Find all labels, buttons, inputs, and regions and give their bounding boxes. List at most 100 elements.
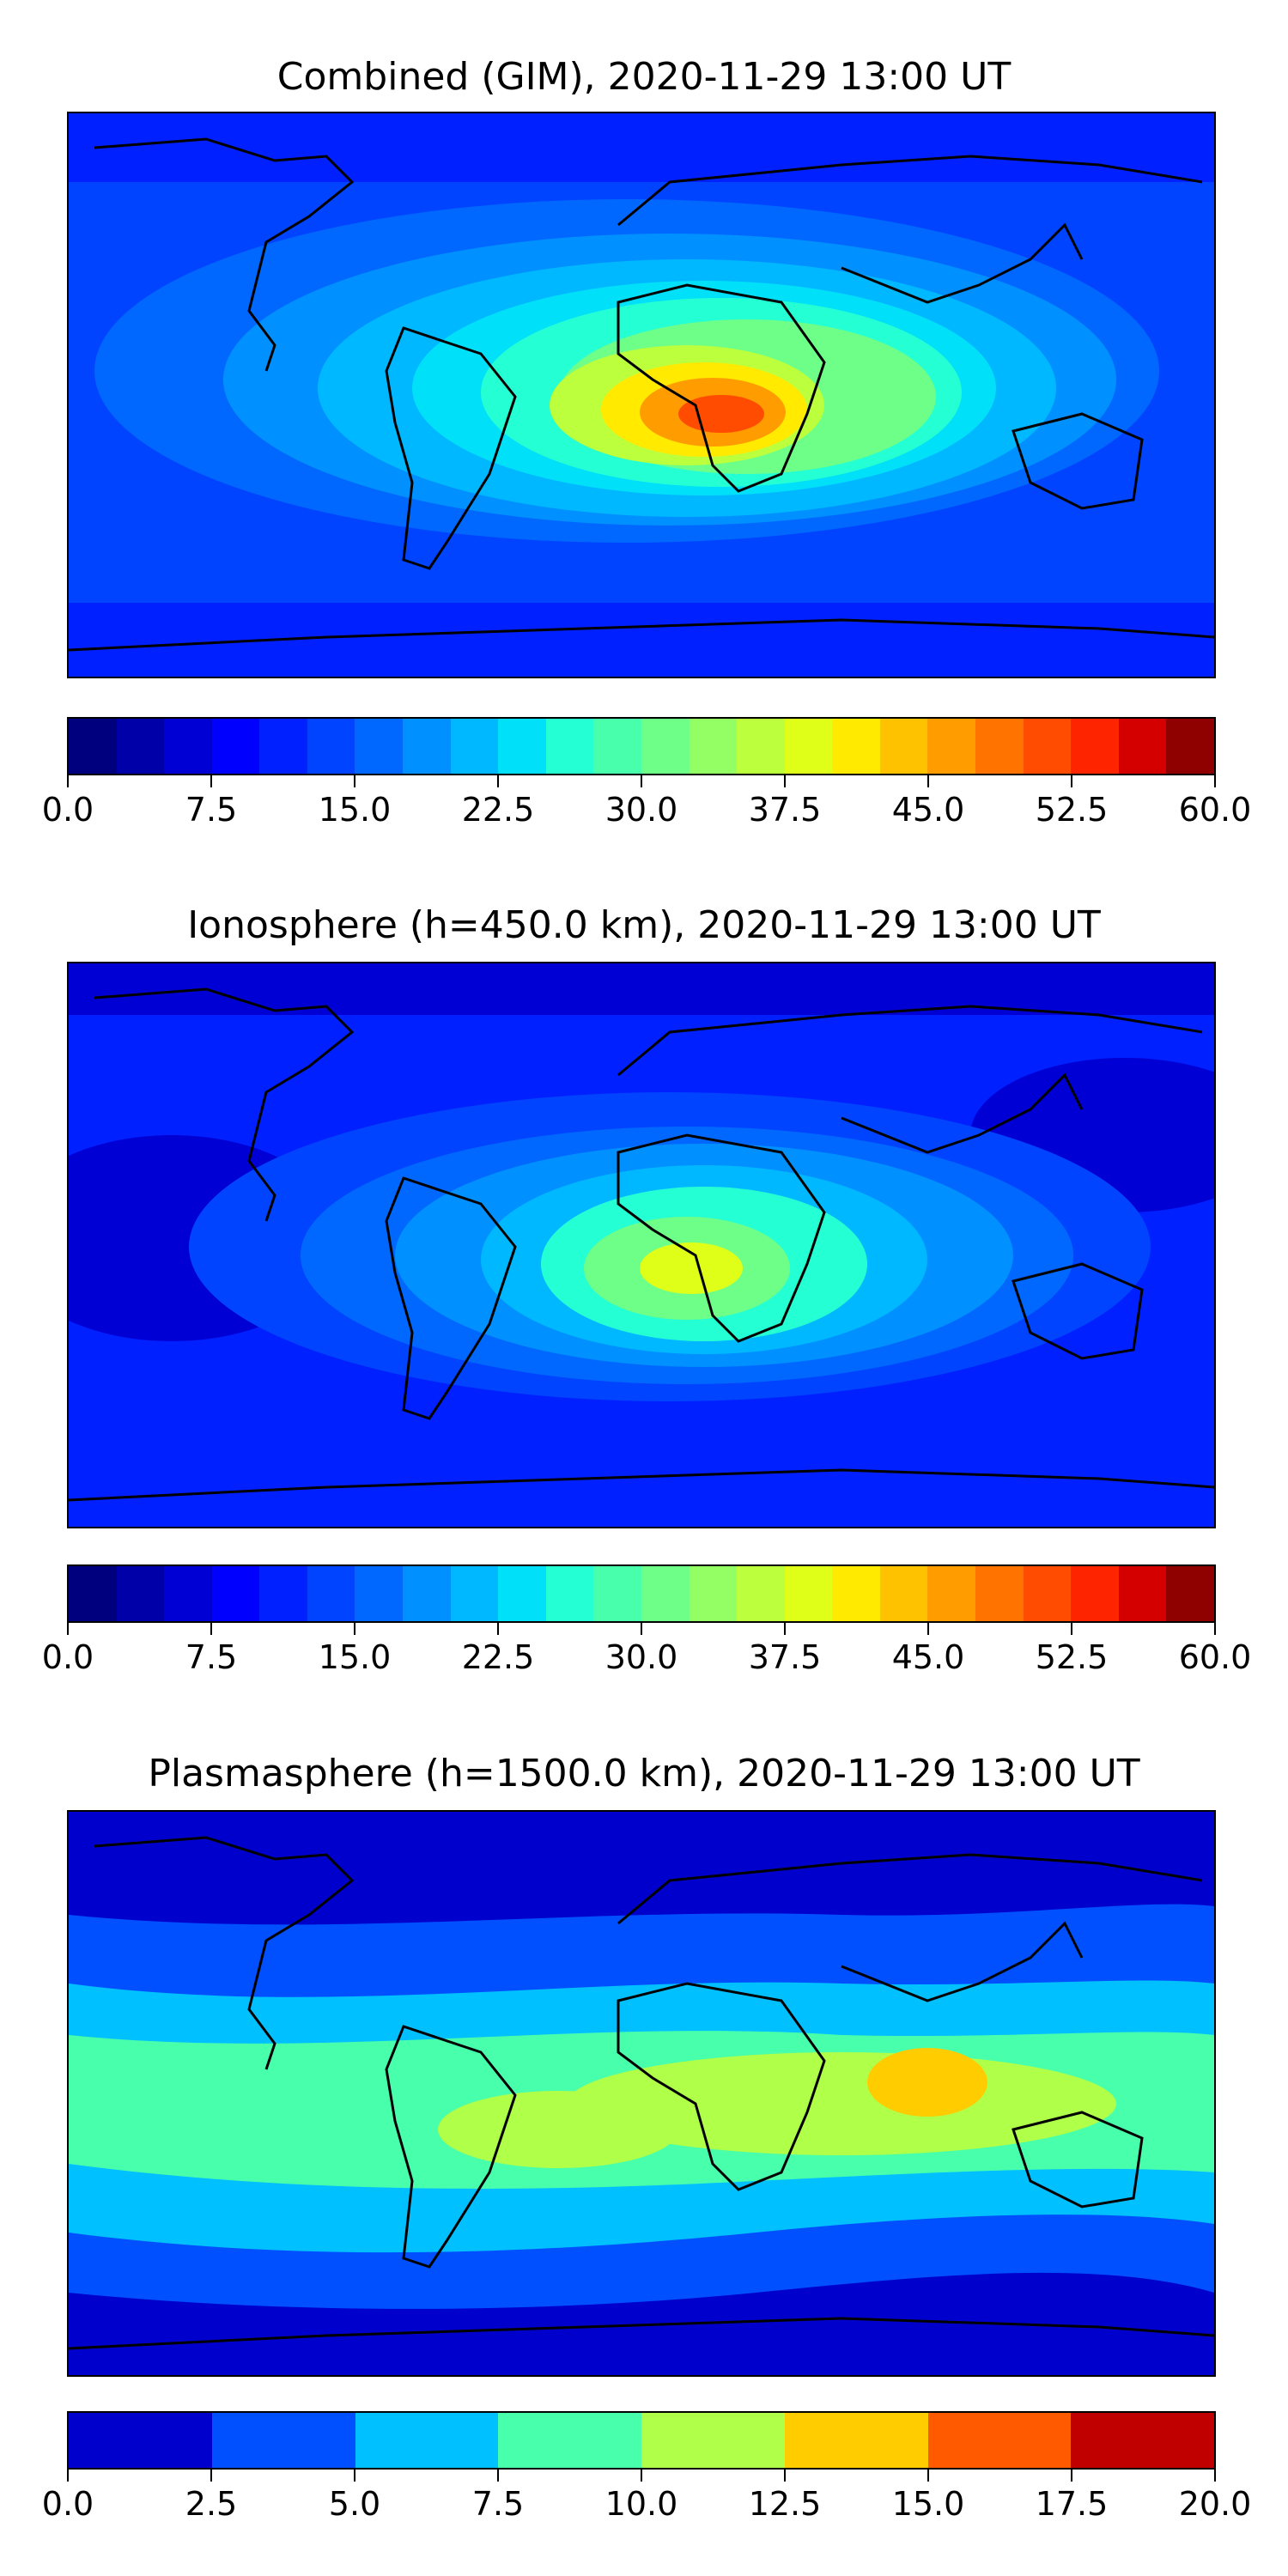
coastlines xyxy=(69,987,1214,1502)
colorbar-cell xyxy=(737,719,785,774)
colorbar-cell xyxy=(1071,719,1119,774)
colorbar-cell xyxy=(545,1566,594,1621)
colorbar-tick xyxy=(210,1623,212,1635)
colorbar-cell xyxy=(1023,719,1072,774)
colorbar-cell xyxy=(1118,1566,1167,1621)
colorbar-tick-label: 17.5 xyxy=(1035,2485,1109,2523)
colorbar-cell xyxy=(975,719,1024,774)
colorbar-cell xyxy=(1118,719,1167,774)
colorbar-tick-label: 10.0 xyxy=(605,2485,678,2523)
coastlines xyxy=(69,1836,1214,2350)
colorbar-tick-label: 30.0 xyxy=(605,791,678,829)
colorbar-tick xyxy=(784,1623,786,1635)
colorbar-cell xyxy=(689,1566,738,1621)
colorbar-tick-label: 60.0 xyxy=(1178,791,1252,829)
colorbar-tick xyxy=(641,1623,642,1635)
colorbar-cell xyxy=(164,719,212,774)
colorbar-cell xyxy=(545,719,594,774)
colorbar-tick xyxy=(927,775,929,787)
colorbar-tick-label: 45.0 xyxy=(891,1638,965,1676)
colorbar-cell xyxy=(1023,1566,1072,1621)
colorbar-cell xyxy=(403,1566,451,1621)
colorbar-cell xyxy=(1071,2413,1214,2468)
colorbar-cell xyxy=(784,719,833,774)
colorbar-cell xyxy=(355,1566,404,1621)
colorbar-tick xyxy=(497,775,499,787)
colorbar-cell xyxy=(927,2413,1072,2468)
colorbar-cell xyxy=(975,1566,1024,1621)
colorbar-cell xyxy=(1071,1566,1119,1621)
colorbar-cell xyxy=(498,2413,641,2468)
colorbar-tick-label: 0.0 xyxy=(41,1638,94,1676)
colorbar-tick xyxy=(210,775,212,787)
colorbar-cell xyxy=(784,1566,833,1621)
colorbar-tick xyxy=(497,2470,499,2482)
colorbar-cell xyxy=(879,1566,928,1621)
colorbar-tick xyxy=(210,2470,212,2482)
colorbar-tick-label: 20.0 xyxy=(1178,2485,1252,2523)
colorbar-cell xyxy=(927,719,975,774)
colorbar-cell xyxy=(737,1566,785,1621)
colorbar-cell xyxy=(641,1566,690,1621)
colorbar-cell xyxy=(832,1566,880,1621)
map-plasmasphere xyxy=(67,1810,1216,2377)
colorbar-tick-label: 37.5 xyxy=(748,791,822,829)
colorbar-cell xyxy=(641,2413,785,2468)
colorbar-tick xyxy=(1071,2470,1072,2482)
colorbar-tick xyxy=(67,775,69,787)
colorbar-cell xyxy=(211,719,260,774)
colorbar-cell xyxy=(211,1566,260,1621)
colorbar-tick xyxy=(927,2470,929,2482)
colorbar-cell xyxy=(593,719,641,774)
colorbar-tick-label: 37.5 xyxy=(748,1638,822,1676)
colorbar-tick-label: 5.0 xyxy=(328,2485,381,2523)
colorbar-tick-label: 52.5 xyxy=(1035,1638,1109,1676)
panel-title-combined: Combined (GIM), 2020-11-29 13:00 UT xyxy=(276,55,1012,99)
colorbar-cell xyxy=(784,2413,928,2468)
colorbar-cell xyxy=(69,2413,212,2468)
colorbar-tick xyxy=(784,2470,786,2482)
colorbar-tick-label: 45.0 xyxy=(891,791,965,829)
colorbar-tick-label: 15.0 xyxy=(891,2485,965,2523)
colorbar-tick xyxy=(1214,775,1216,787)
colorbar-tick-label: 30.0 xyxy=(605,1638,678,1676)
colorbar-tick xyxy=(1071,775,1072,787)
colorbar-cell xyxy=(69,719,117,774)
panel-title-plasmasphere: Plasmasphere (h=1500.0 km), 2020-11-29 1… xyxy=(148,1752,1140,1795)
colorbar-cell xyxy=(307,1566,355,1621)
colorbar-tick-label: 60.0 xyxy=(1178,1638,1252,1676)
colorbar-cell xyxy=(641,719,690,774)
colorbar-tick xyxy=(67,2470,69,2482)
colorbar-cell xyxy=(1166,1566,1214,1621)
map-combined xyxy=(67,112,1216,678)
colorbar-cell xyxy=(164,1566,212,1621)
colorbar-tick xyxy=(641,775,642,787)
colorbar-tick xyxy=(784,775,786,787)
colorbar-tick-label: 2.5 xyxy=(185,2485,238,2523)
colorbar-tick-label: 15.0 xyxy=(318,1638,392,1676)
colorbar-cell xyxy=(355,719,404,774)
colorbar-tick xyxy=(354,775,355,787)
colorbar-cell xyxy=(1166,719,1214,774)
colorbar-cell xyxy=(832,719,880,774)
colorbar-tick xyxy=(67,1623,69,1635)
colorbar-tick-label: 22.5 xyxy=(461,791,535,829)
colorbar-tick-label: 15.0 xyxy=(318,791,392,829)
colorbar-combined xyxy=(67,717,1216,775)
colorbar-tick xyxy=(1214,2470,1216,2482)
colorbar-cell xyxy=(498,719,546,774)
colorbar-tick-label: 0.0 xyxy=(41,2485,94,2523)
colorbar-tick-label: 0.0 xyxy=(41,791,94,829)
colorbar-tick xyxy=(641,2470,642,2482)
colorbar-tick-label: 7.5 xyxy=(185,791,238,829)
coastlines xyxy=(69,137,1214,652)
colorbar-tick-label: 7.5 xyxy=(185,1638,238,1676)
colorbar-cell xyxy=(116,719,165,774)
colorbar-cell xyxy=(450,719,499,774)
colorbar-cell xyxy=(403,719,451,774)
colorbar-tick xyxy=(354,1623,355,1635)
colorbar-tick xyxy=(354,2470,355,2482)
colorbar-tick xyxy=(1214,1623,1216,1635)
colorbar-tick-label: 22.5 xyxy=(461,1638,535,1676)
colorbar-tick xyxy=(1071,1623,1072,1635)
